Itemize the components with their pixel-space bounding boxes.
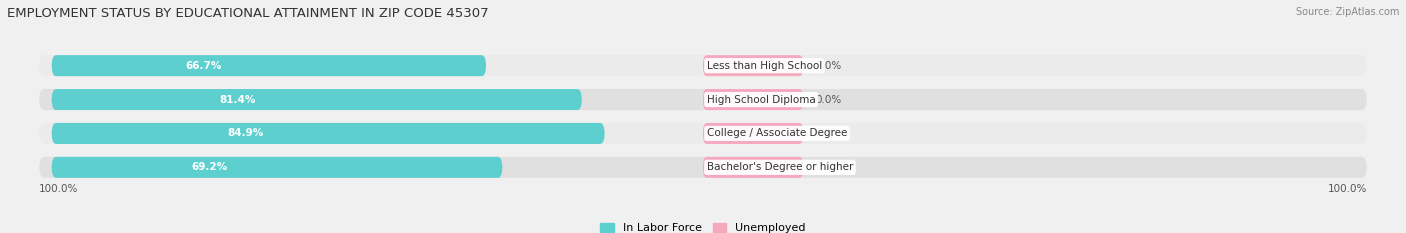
FancyBboxPatch shape	[703, 123, 803, 144]
FancyBboxPatch shape	[703, 89, 803, 110]
Text: Bachelor's Degree or higher: Bachelor's Degree or higher	[707, 162, 853, 172]
FancyBboxPatch shape	[52, 123, 605, 144]
FancyBboxPatch shape	[39, 89, 1367, 110]
FancyBboxPatch shape	[39, 123, 1367, 144]
FancyBboxPatch shape	[52, 89, 582, 110]
Text: 84.9%: 84.9%	[226, 128, 263, 138]
FancyBboxPatch shape	[703, 55, 803, 76]
Text: 0.0%: 0.0%	[815, 61, 842, 71]
Text: 69.2%: 69.2%	[191, 162, 228, 172]
FancyBboxPatch shape	[52, 157, 502, 178]
Text: College / Associate Degree: College / Associate Degree	[707, 128, 848, 138]
Text: EMPLOYMENT STATUS BY EDUCATIONAL ATTAINMENT IN ZIP CODE 45307: EMPLOYMENT STATUS BY EDUCATIONAL ATTAINM…	[7, 7, 489, 20]
Text: 100.0%: 100.0%	[39, 184, 79, 194]
Text: 0.0%: 0.0%	[815, 128, 842, 138]
Text: 0.0%: 0.0%	[815, 162, 842, 172]
Text: 100.0%: 100.0%	[1327, 184, 1367, 194]
Text: 66.7%: 66.7%	[186, 61, 222, 71]
Text: 0.0%: 0.0%	[815, 95, 842, 105]
Text: Less than High School: Less than High School	[707, 61, 823, 71]
FancyBboxPatch shape	[52, 55, 486, 76]
FancyBboxPatch shape	[703, 157, 803, 178]
Text: 81.4%: 81.4%	[219, 95, 256, 105]
Text: High School Diploma: High School Diploma	[707, 95, 815, 105]
Text: Source: ZipAtlas.com: Source: ZipAtlas.com	[1295, 7, 1399, 17]
Legend: In Labor Force, Unemployed: In Labor Force, Unemployed	[596, 218, 810, 233]
FancyBboxPatch shape	[39, 55, 1367, 76]
FancyBboxPatch shape	[39, 157, 1367, 178]
